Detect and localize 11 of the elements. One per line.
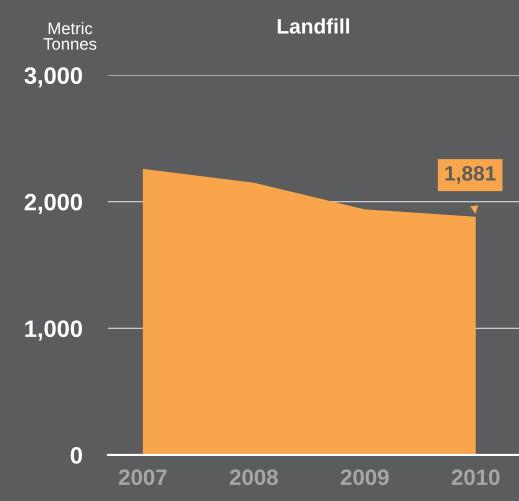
x-tick-label: 2010 (452, 469, 500, 486)
x-tick-label: 2008 (230, 469, 278, 486)
y-tick-label: 1,000 (25, 320, 82, 341)
y-tick-label: 2,000 (24, 194, 82, 214)
y-tick-label: 3,000 (24, 67, 82, 88)
annotation: 1,881 (445, 166, 496, 184)
x-tick-label: 2009 (340, 469, 389, 486)
chart-title: Landfill (278, 18, 350, 34)
x-tick-label: 2007 (118, 469, 167, 486)
y-axis-title: Metric Tonnes (44, 22, 96, 50)
y-tick-label: 0 (70, 446, 82, 464)
